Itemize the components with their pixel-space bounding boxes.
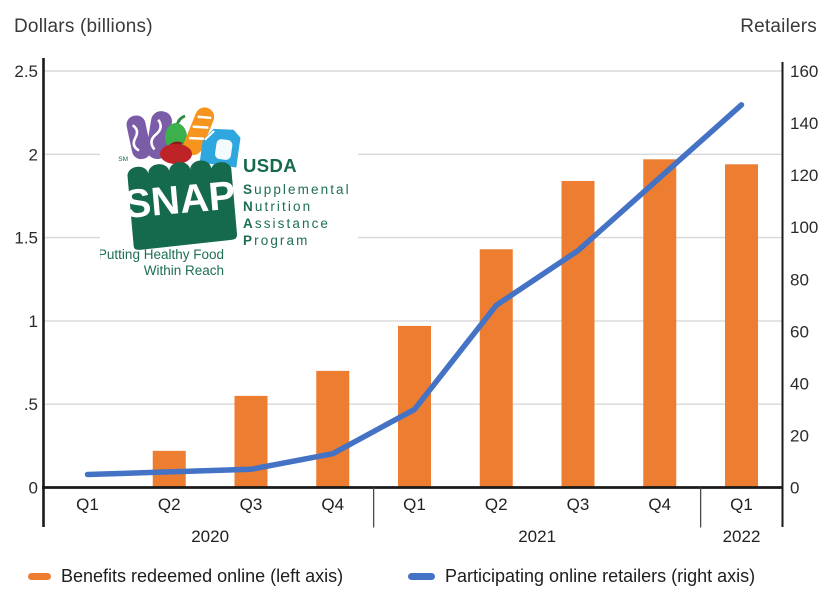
svg-text:Supplemental: Supplemental [243,182,351,197]
chart-legend: Benefits redeemed online (left axis) Par… [0,566,827,594]
milk-jug-icon [199,128,241,168]
right-axis-tick-label: 160 [790,62,818,81]
svg-text:Nutrition: Nutrition [243,199,312,214]
svg-text:Putting Healthy Food: Putting Healthy Food [100,247,224,262]
left-axis-title: Dollars (billions) [14,16,153,37]
x-label-Q1-2020: Q1 [76,495,99,514]
left-axis-tick-label: 2 [29,145,38,164]
right-axis-tick-label: 80 [790,270,809,289]
bar-Q1-2022 [725,164,758,488]
right-axis-tick-label: 20 [790,426,809,445]
left-axis-tick-label: .5 [24,395,38,414]
right-axis-title: Retailers [740,16,817,37]
left-axis-tick-label: 2.5 [14,62,38,81]
svg-text:Assistance: Assistance [243,216,330,231]
svg-text:Program: Program [243,233,309,248]
right-axis-tick-label: 40 [790,374,809,393]
x-label-Q2-2020: Q2 [158,495,181,514]
right-axis-tick-label: 100 [790,218,818,237]
snap-usda-logo: SM SNAP USDA Supplemental Nutrition Assi… [100,102,358,284]
snap-wordmark: SNAP [123,173,238,227]
apple-icon [160,141,192,164]
snap-acronym-text: Supplemental Nutrition Assistance Progra… [243,182,351,248]
legend-label-benefits: Benefits redeemed online (left axis) [61,566,344,586]
left-axis-tick-label: 0 [29,479,38,498]
legend-item-benefits: Benefits redeemed online (left axis) [28,566,343,587]
x-label-Q4-2020: Q4 [321,495,344,514]
left-axis-tick-label: 1.5 [14,229,38,248]
snap-tagline: Putting Healthy Food Within Reach [100,247,224,278]
sm-mark: SM [118,156,128,163]
retailers-line [84,102,745,478]
legend-label-retailers: Participating online retailers (right ax… [445,566,756,586]
right-axis-tick-label: 60 [790,322,809,341]
bar-series-swatch-icon [28,573,51,580]
svg-text:Within Reach: Within Reach [144,263,224,278]
year-label-2021: 2021 [518,527,556,546]
right-axis-tick-label: 0 [790,479,799,498]
right-axis-tick-label: 120 [790,166,818,185]
bar-Q2-2021 [479,249,513,488]
line-series-swatch-icon [408,573,435,580]
baguette-icon [183,107,215,156]
right-axis-tick-label: 140 [790,114,818,133]
x-label-Q1-2022: Q1 [730,495,753,514]
bar-Q4-2020 [316,370,350,488]
legend-item-retailers: Participating online retailers (right ax… [408,566,755,587]
bar-Q4-2021 [643,159,677,488]
bar-Q3-2020 [234,395,268,488]
bread-loaf-icon [126,115,151,160]
x-label-Q3-2020: Q3 [240,495,263,514]
x-label-Q1-2021: Q1 [403,495,426,514]
year-label-2020: 2020 [191,527,229,546]
bar-Q3-2021 [561,180,595,488]
left-axis-tick-label: 1 [29,312,38,331]
x-label-Q2-2021: Q2 [485,495,508,514]
usda-wordmark: USDA [243,155,297,176]
chart-plot-area: 0 .5 1 1.5 2 2.5 0 20 40 60 80 100 120 140 160 Q1 Q2 Q3 Q4… [14,58,818,546]
x-label-Q3-2021: Q3 [567,495,590,514]
x-label-Q4-2021: Q4 [648,495,671,514]
year-label-2022: 2022 [723,527,761,546]
groceries-icons [126,107,241,168]
snap-bag: SNAP [123,160,238,250]
